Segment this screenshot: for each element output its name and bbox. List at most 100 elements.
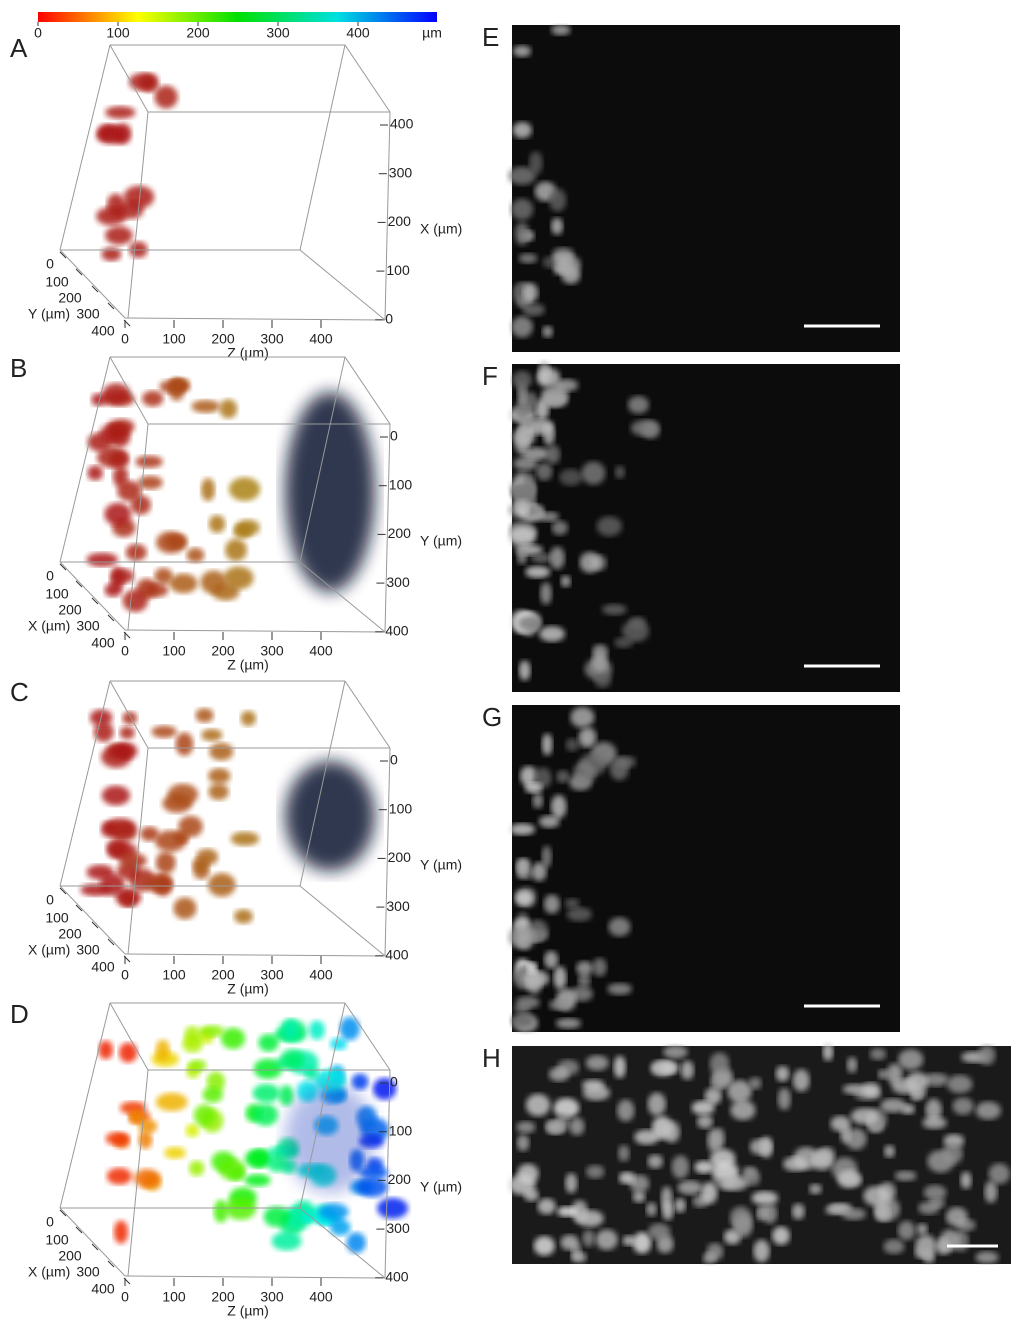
cell	[680, 1060, 695, 1080]
cell	[632, 1232, 652, 1254]
cell-blob	[145, 582, 169, 598]
cube-edge	[124, 953, 386, 957]
cell	[554, 378, 579, 392]
bottom-axis-label: Z (µm)	[227, 981, 269, 997]
cell-blob	[154, 85, 178, 109]
cell-blob	[186, 547, 205, 563]
cell-blob	[185, 1123, 200, 1138]
cell-blob	[209, 742, 234, 761]
right-tick-label: 0	[390, 1074, 398, 1090]
cell	[513, 456, 538, 471]
cell-blob	[138, 475, 163, 490]
cell	[618, 1144, 630, 1162]
cell	[947, 1074, 973, 1094]
left-axis-label: X (µm)	[28, 942, 70, 958]
cell	[515, 996, 540, 1009]
colorbar-label: 200	[186, 25, 210, 41]
cell	[543, 894, 561, 914]
cell	[646, 1202, 657, 1217]
cell	[886, 1063, 903, 1085]
cell	[525, 566, 551, 579]
cell-blob	[263, 1206, 290, 1228]
cell	[812, 1149, 831, 1165]
cell-blob	[122, 711, 138, 725]
cell	[515, 890, 534, 906]
cell-blob	[282, 1019, 298, 1040]
cell-blob	[207, 873, 236, 897]
axis-tick	[107, 614, 115, 622]
cell	[541, 733, 553, 756]
cell	[550, 794, 567, 819]
cell-blob	[230, 831, 260, 846]
cube-edge	[299, 44, 346, 251]
cube-edge	[384, 111, 391, 321]
cube-edge	[59, 680, 111, 887]
cell	[576, 960, 594, 976]
bottom-tick-label: 300	[260, 967, 284, 983]
left-tick-label: 100	[45, 586, 69, 602]
cube-edge	[59, 356, 111, 563]
left-tick-label: 400	[91, 959, 115, 975]
cell-blob	[169, 573, 198, 594]
cell	[837, 1169, 861, 1189]
cell	[777, 1087, 791, 1111]
cell	[939, 1229, 960, 1252]
left-axis-label: X (µm)	[28, 1264, 70, 1280]
axis-tick	[75, 904, 83, 912]
cell	[551, 520, 568, 536]
cube-edge	[109, 680, 149, 749]
cell-blob	[244, 1173, 271, 1187]
cell	[516, 1121, 536, 1134]
cell	[884, 1144, 895, 1158]
cell-blob	[86, 552, 118, 567]
cube-edge	[299, 680, 346, 887]
cell	[512, 45, 532, 57]
cell	[592, 957, 607, 977]
cell	[762, 1203, 778, 1224]
cell	[751, 1191, 779, 1206]
cell-blob	[372, 1077, 397, 1100]
right-axis-label: Y (µm)	[420, 1179, 462, 1195]
axis-tick	[91, 921, 99, 929]
cell	[528, 151, 543, 175]
axis-tick	[75, 268, 83, 276]
cell-blob	[228, 477, 261, 502]
right-axis-label: X (µm)	[420, 221, 462, 237]
cell-blob	[202, 1086, 224, 1103]
cell	[712, 1127, 726, 1150]
right-axis-label: Y (µm)	[420, 533, 462, 549]
cell-blob	[154, 830, 187, 852]
cell-blob	[208, 768, 231, 784]
cell	[945, 1207, 968, 1227]
cube-edge	[109, 356, 149, 425]
cell	[661, 1061, 680, 1075]
cell-blob	[208, 514, 226, 533]
axis-tick	[59, 887, 67, 895]
cell-blob	[115, 888, 142, 907]
cube-edge	[109, 44, 149, 113]
cell	[925, 1098, 942, 1122]
axis-tick	[59, 251, 67, 259]
cell-blob	[106, 1167, 132, 1185]
cell	[544, 950, 559, 969]
cell	[541, 845, 552, 868]
cube-edge	[124, 1275, 386, 1279]
cell-blob	[201, 478, 216, 502]
cell	[512, 121, 532, 139]
cell-blob	[102, 383, 131, 404]
axis-tick	[91, 285, 99, 293]
cell	[700, 1182, 718, 1205]
cell	[809, 1183, 822, 1195]
cell-blob	[173, 897, 197, 920]
cell-blob	[208, 783, 229, 801]
left-tick-label: 0	[46, 256, 54, 272]
cube-edge	[124, 629, 386, 633]
cell	[677, 1180, 703, 1195]
cube-edge	[59, 885, 126, 955]
bottom-axis-label: Z (µm)	[227, 345, 269, 361]
cell	[517, 1163, 539, 1184]
cell	[727, 1080, 752, 1103]
cube-edge	[299, 561, 386, 633]
colorbar-label: 400	[346, 25, 370, 41]
